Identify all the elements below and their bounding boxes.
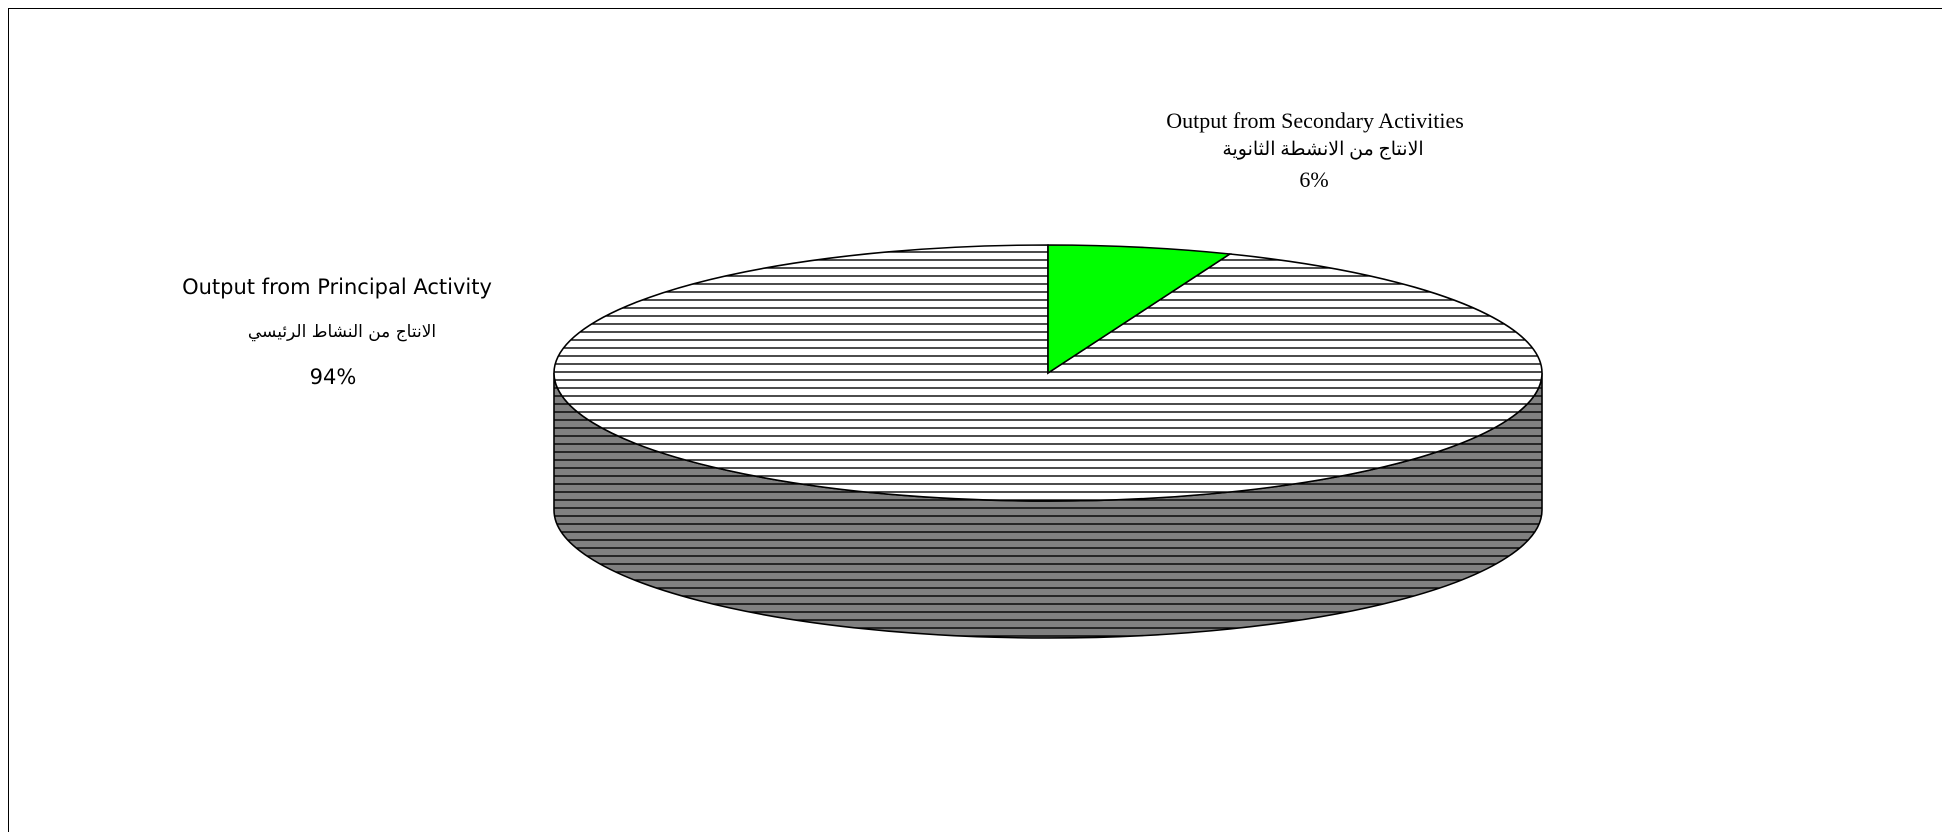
label-secondary-en: Output from Secondary Activities xyxy=(1166,108,1464,133)
label-principal-en: Output from Principal Activity xyxy=(182,275,492,299)
pie-slice-secondary xyxy=(1047,244,1233,375)
label-secondary-ar: الانتاج من الانشطة الثانوية xyxy=(1222,139,1423,160)
label-secondary: Output from Secondary Activities الانتاج… xyxy=(1166,108,1464,192)
label-principal-ar: الانتاج من النشاط الرئيسي xyxy=(248,322,436,342)
chart-area xyxy=(8,8,1942,832)
label-principal: Output from Principal Activity الانتاج م… xyxy=(182,275,492,389)
label-secondary-percent: 6% xyxy=(1299,167,1328,192)
label-principal-percent: 94% xyxy=(310,365,357,389)
